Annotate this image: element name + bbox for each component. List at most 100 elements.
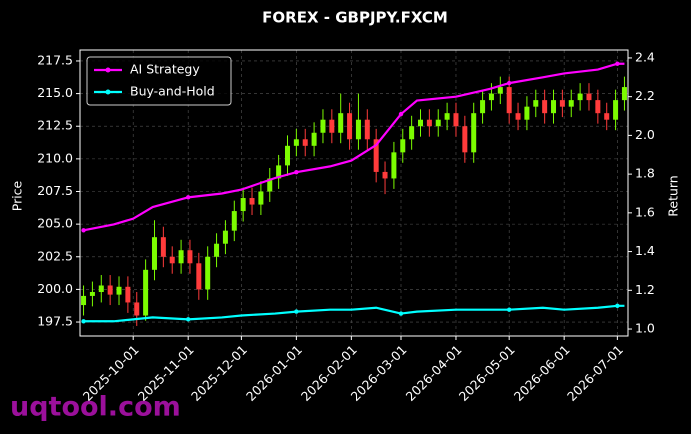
candle-body [444, 113, 450, 120]
candle-body [293, 139, 299, 146]
y2-tick-label: 1.2 [635, 282, 655, 297]
candle-body [542, 100, 548, 114]
candle-body [81, 295, 87, 306]
candle-body [205, 256, 211, 290]
candle-body [320, 119, 326, 133]
y-tick-label: 202.5 [37, 248, 73, 263]
y-tick-label: 197.5 [37, 314, 73, 329]
y-axis-label: Price [10, 180, 25, 211]
candle-body [284, 145, 290, 166]
candle-body [533, 100, 539, 107]
y-tick-label: 210.0 [37, 150, 73, 165]
candle-body [240, 198, 246, 212]
line-marker [398, 311, 404, 316]
candle-body [497, 87, 503, 94]
candle-body [214, 243, 220, 257]
line-marker [506, 307, 512, 312]
candle-body [462, 126, 468, 153]
candle-body [143, 269, 149, 316]
line-marker [615, 303, 620, 308]
watermark: uqtool.com [10, 392, 181, 423]
y-tick-label: 205.0 [37, 216, 73, 231]
legend-marker [105, 67, 111, 73]
candle-body [559, 100, 565, 107]
candle-body [169, 256, 175, 264]
candle-body [258, 191, 264, 205]
candle-body [134, 302, 140, 316]
y2-tick-label: 1.6 [635, 204, 655, 219]
candle-body [107, 285, 113, 295]
candle-body [409, 126, 415, 140]
candle-body [480, 100, 486, 114]
line-marker [294, 169, 299, 175]
candle-body [524, 106, 530, 120]
candle-body [568, 100, 574, 107]
candle-body [613, 100, 619, 120]
y-tick-label: 207.5 [37, 183, 73, 198]
candle-body [382, 171, 388, 179]
legend-marker [105, 89, 111, 95]
legend-label: AI Strategy [130, 62, 200, 77]
line-marker [81, 228, 86, 233]
line-marker [615, 61, 620, 66]
y2-tick-label: 1.4 [635, 243, 655, 258]
candle-body [373, 139, 379, 172]
candle-body [488, 93, 494, 101]
y-tick-label: 215.0 [37, 85, 73, 100]
legend-box [86, 56, 232, 106]
candle-body [151, 237, 157, 270]
candle-body [586, 93, 592, 101]
candle-body [222, 230, 228, 244]
plot-frame [79, 49, 629, 337]
candle-body [364, 119, 370, 140]
candle-body [187, 250, 193, 264]
line-marker [185, 317, 191, 322]
candle-body [98, 285, 104, 293]
line-series [83, 304, 625, 323]
candle-body [453, 113, 459, 127]
y2-tick-label: 2.2 [635, 88, 655, 103]
candle-body [302, 139, 308, 146]
candle-body [249, 198, 255, 205]
candle-body [178, 250, 184, 264]
candle-body [267, 178, 273, 192]
candle-body [89, 292, 95, 296]
candle-body [515, 113, 521, 120]
candle-body [621, 87, 627, 101]
line-marker [294, 309, 299, 314]
candle-body [391, 152, 397, 179]
y-tick-label: 200.0 [37, 281, 73, 296]
candle-body [471, 113, 477, 153]
candle-body [577, 93, 583, 101]
candle-body [196, 263, 202, 290]
candle-body [604, 113, 610, 120]
line-marker [81, 319, 86, 324]
y2-tick-label: 2.4 [635, 49, 655, 64]
line-marker [506, 80, 512, 86]
candle-body [276, 165, 282, 179]
candle-body [418, 119, 424, 127]
legend-label: Buy-and-Hold [130, 84, 215, 99]
candle-body [595, 100, 601, 114]
line-series [83, 62, 625, 232]
candle-body [329, 119, 335, 133]
y-tick-label: 217.5 [37, 52, 73, 67]
candle-body [355, 119, 361, 140]
y2-tick-label: 2.0 [635, 127, 655, 142]
y2-tick-label: 1.0 [635, 321, 655, 336]
y2-tick-label: 1.8 [635, 166, 655, 181]
candle-body [160, 237, 166, 257]
candle-body [435, 119, 441, 127]
line-marker [398, 111, 404, 117]
line-marker [185, 195, 191, 200]
candle-body [311, 132, 317, 146]
y-tick-label: 212.5 [37, 118, 73, 133]
candle-body [231, 211, 237, 231]
candle-body [338, 113, 344, 133]
candle-body [400, 139, 406, 153]
y2-axis-label: Return [666, 175, 681, 216]
candle-body [551, 100, 557, 114]
candle-body [426, 119, 432, 127]
candle-body [506, 87, 512, 114]
